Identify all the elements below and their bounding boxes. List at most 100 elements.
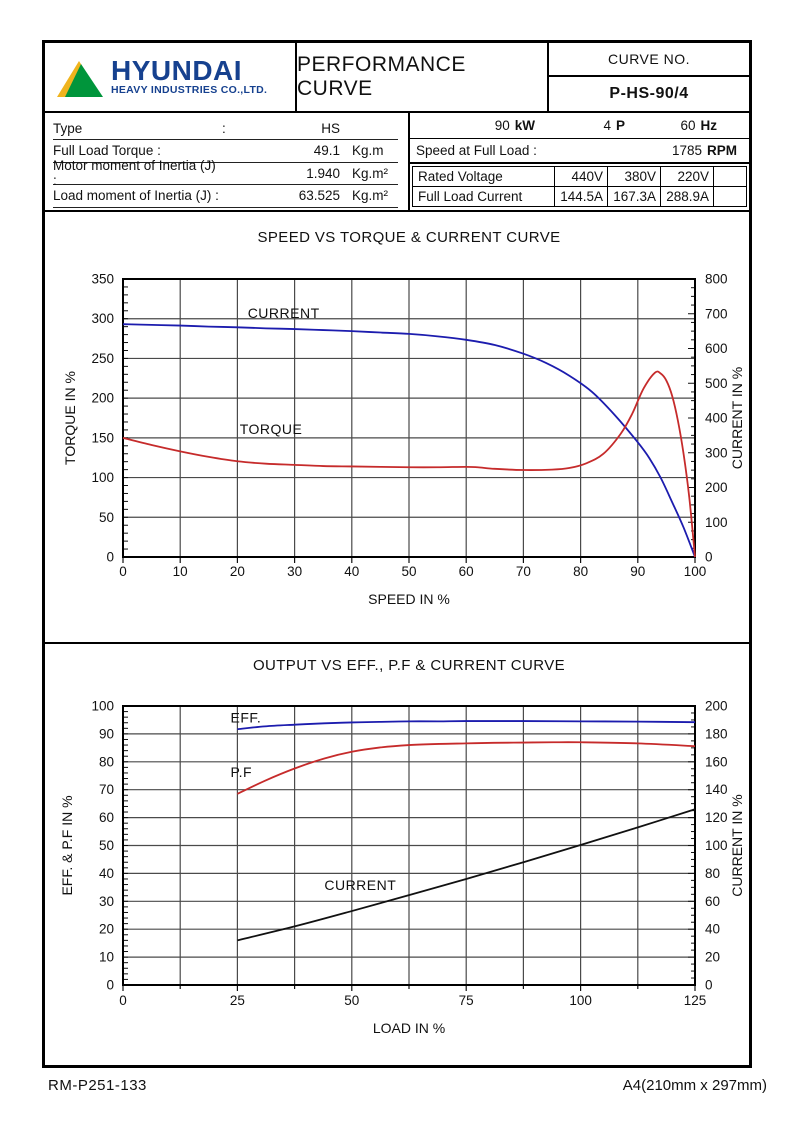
svg-text:60: 60 (459, 564, 474, 579)
svg-text:TORQUE IN %: TORQUE IN % (62, 371, 78, 465)
svg-text:60: 60 (705, 894, 720, 909)
svg-text:0: 0 (705, 978, 713, 993)
svg-text:700: 700 (705, 306, 728, 321)
svg-text:200: 200 (705, 699, 728, 714)
spec-unit: Kg.m² (352, 165, 389, 181)
current-220: 288.9A (661, 186, 714, 206)
current-380: 167.3A (608, 186, 661, 206)
svg-text:600: 600 (705, 341, 728, 356)
svg-text:20: 20 (99, 922, 114, 937)
spec-row-load-inertia: Load moment of Inertia (J) : 63.525 Kg.m… (53, 185, 398, 208)
spec-table-left: Type : HS Full Load Torque : 49.1 Kg.m M… (45, 113, 408, 210)
drawing-number: RM-P251-133 (48, 1077, 147, 1094)
svg-text:0: 0 (119, 993, 127, 1008)
spec-label: Type (53, 120, 83, 136)
curve-no-block: CURVE NO. P-HS-90/4 (549, 43, 749, 111)
freq-value: 60 (680, 117, 696, 133)
svg-text:70: 70 (99, 782, 114, 797)
svg-text:P.F: P.F (231, 764, 252, 780)
svg-text:40: 40 (705, 922, 720, 937)
svg-text:100: 100 (705, 515, 728, 530)
svg-text:TORQUE: TORQUE (240, 421, 303, 437)
power-value: 90 (494, 117, 510, 133)
poles-value: 4 (603, 117, 611, 133)
svg-text:60: 60 (99, 810, 114, 825)
svg-text:0: 0 (119, 564, 127, 579)
spec-row-type: Type : HS (53, 118, 398, 141)
svg-text:50: 50 (344, 993, 359, 1008)
svg-text:120: 120 (705, 810, 728, 825)
svg-text:140: 140 (705, 782, 728, 797)
svg-text:10: 10 (173, 564, 188, 579)
svg-text:OUTPUT VS EFF., P.F & CURRENT: OUTPUT VS EFF., P.F & CURRENT CURVE (253, 657, 565, 674)
svg-text:70: 70 (516, 564, 531, 579)
spec-value: 63.525 (298, 188, 340, 204)
svg-text:500: 500 (705, 376, 728, 391)
svg-text:40: 40 (344, 564, 359, 579)
svg-text:80: 80 (99, 754, 114, 769)
spec-value: 49.1 (313, 143, 340, 159)
svg-text:80: 80 (705, 866, 720, 881)
poles-unit: P (615, 117, 625, 133)
svg-text:20: 20 (230, 564, 245, 579)
svg-text:125: 125 (684, 993, 707, 1008)
current-label: Full Load Current (413, 186, 555, 206)
voltage-440: 440V (555, 166, 608, 186)
speed-label: Speed at Full Load : (416, 142, 537, 158)
svg-text:CURRENT: CURRENT (324, 877, 396, 893)
svg-text:300: 300 (705, 445, 728, 460)
speed-torque-current-chart: 0 10 20 30 40 50 60 70 80 90 100050100150200250300… (62, 229, 745, 607)
svg-text:0: 0 (705, 550, 713, 565)
document-frame: HYUNDAI HEAVY INDUSTRIES CO.,LTD. PERFOR… (42, 40, 752, 1068)
spec-colon: : (222, 120, 226, 136)
voltage-220: 220V (661, 166, 714, 186)
speed-row: Speed at Full Load : 1785 RPM (410, 139, 749, 164)
svg-text:EFF. & P.F IN %: EFF. & P.F IN % (59, 795, 75, 895)
voltage-row: Rated Voltage 440V 380V 220V (413, 166, 746, 187)
svg-text:100: 100 (705, 838, 728, 853)
svg-text:800: 800 (705, 272, 728, 287)
output-eff-pf-current-chart-panel: 0 25 50 75 100 125 0 10 20 30 40 50 60 70 80 90 100 0 20 40… (45, 644, 749, 1065)
curve-no-value: P-HS-90/4 (609, 84, 689, 102)
logo-triangle-icon (57, 60, 103, 97)
spec-value: 1.940 (306, 165, 340, 181)
svg-text:20: 20 (705, 950, 720, 965)
output-eff-pf-current-chart: 0 25 50 75 100 125010203040506070809010002040… (59, 657, 745, 1036)
spec-label: Load moment of Inertia (J) : (53, 188, 219, 204)
speed-unit: RPM (707, 142, 737, 158)
svg-text:50: 50 (99, 838, 114, 853)
svg-text:250: 250 (91, 351, 114, 366)
hyundai-logo: HYUNDAI HEAVY INDUSTRIES CO.,LTD. (45, 43, 297, 111)
logo-subtitle-text: HEAVY INDUSTRIES CO.,LTD. (111, 83, 268, 96)
svg-text:150: 150 (91, 430, 114, 445)
speed-value: 1785 (671, 142, 702, 158)
voltage-380: 380V (608, 166, 661, 186)
spec-label: Full Load Torque : (53, 143, 161, 159)
svg-text:75: 75 (459, 993, 474, 1008)
logo-brand-text: HYUNDAI (111, 54, 243, 86)
page-title: PERFORMANCE CURVE (297, 43, 549, 111)
curve-no-label: CURVE NO. (549, 43, 749, 77)
svg-text:LOAD IN %: LOAD IN % (373, 1020, 445, 1036)
svg-text:400: 400 (705, 411, 728, 426)
spec-value: HS (321, 120, 340, 136)
svg-text:25: 25 (230, 993, 245, 1008)
svg-text:EFF.: EFF. (231, 710, 262, 726)
power-unit: kW (514, 117, 535, 133)
header: HYUNDAI HEAVY INDUSTRIES CO.,LTD. PERFOR… (45, 43, 749, 113)
voltage-label: Rated Voltage (413, 166, 555, 186)
spec-unit: Kg.m² (352, 188, 389, 204)
svg-text:CURRENT: CURRENT (248, 305, 320, 321)
svg-text:100: 100 (91, 470, 114, 485)
svg-text:350: 350 (91, 272, 114, 287)
svg-text:100: 100 (569, 993, 592, 1008)
svg-text:90: 90 (630, 564, 645, 579)
freq-unit: Hz (700, 117, 718, 133)
svg-text:200: 200 (91, 391, 114, 406)
spec-row-torque: Full Load Torque : 49.1 Kg.m (53, 140, 398, 163)
svg-text:50: 50 (401, 564, 416, 579)
spec-label: Motor moment of Inertia (J) : (53, 158, 216, 189)
